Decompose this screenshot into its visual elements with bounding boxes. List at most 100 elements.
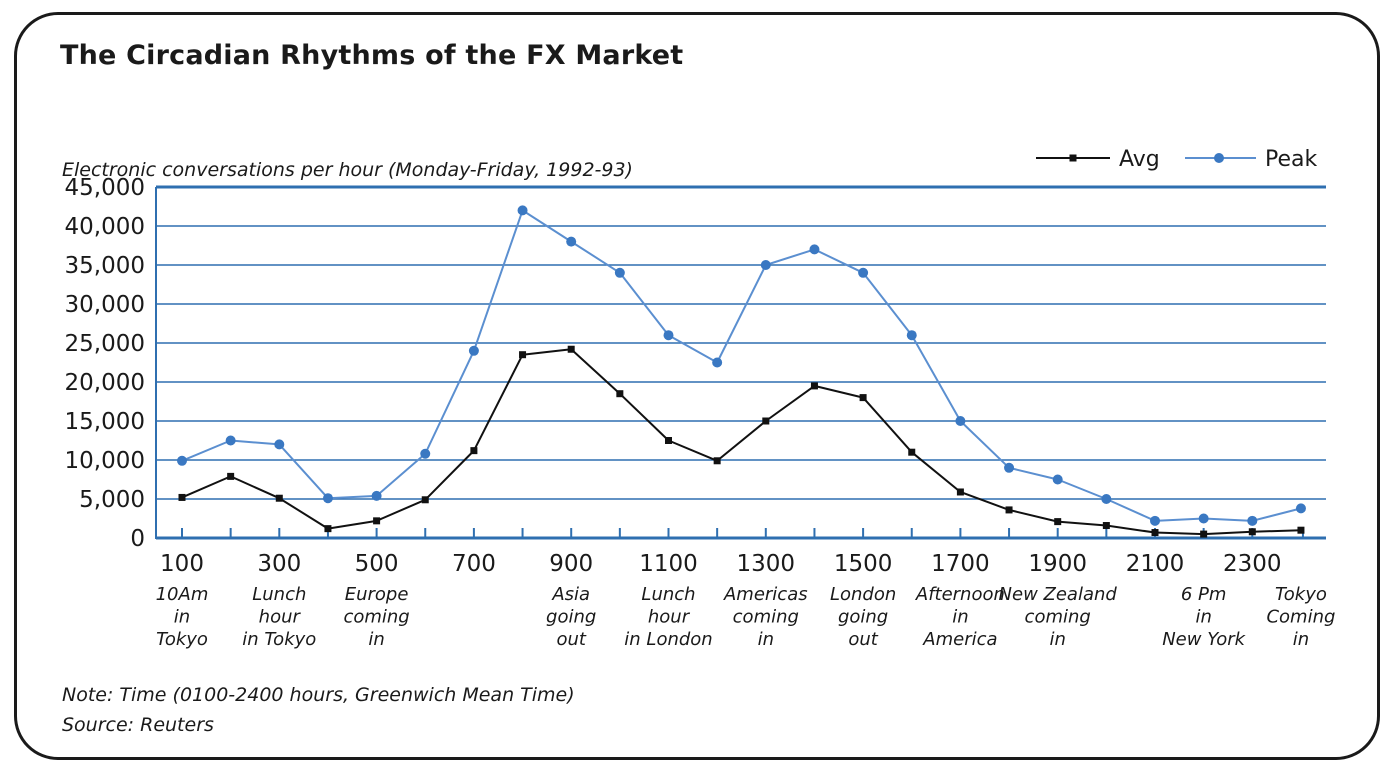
annotation-line: Asia [551, 584, 590, 605]
y-tick-label: 0 [130, 526, 145, 552]
peak-point [177, 455, 187, 466]
x-tick-label: 500 [355, 551, 399, 577]
peak-point [566, 236, 577, 247]
peak-point [614, 267, 625, 278]
annotation-line: in London [624, 629, 712, 650]
peak-point [858, 267, 869, 278]
avg-point [1054, 518, 1062, 526]
series-line-peak [181, 209, 1302, 522]
annotation-line: Tokyo [1275, 584, 1327, 605]
annotation-line: 10Am [156, 584, 209, 605]
legend-marker-peak [1214, 153, 1224, 163]
peak-point [1101, 494, 1112, 504]
peak-point [663, 330, 674, 341]
peak-point [274, 439, 285, 450]
x-tick-labels: 100 300 500 700 900 1100 1300 1500 1700 1900 2100 2… [160, 551, 1282, 577]
annotation-line: in [1195, 607, 1211, 628]
annotation-line: coming [1025, 607, 1091, 628]
x-tick-label: 1500 [834, 551, 893, 577]
annotation-line: Europe [345, 584, 409, 605]
x-tick-label: 1900 [1028, 551, 1087, 577]
annotation-line: Tokyo [156, 629, 208, 650]
annotation-line: Lunch [641, 584, 695, 605]
gridlines [155, 185, 1326, 540]
x-tick-label: 700 [452, 551, 496, 577]
peak-point [371, 490, 382, 501]
avg-point [616, 390, 624, 398]
annotation-line: Afternoon [915, 584, 1005, 605]
annotation-line: in [952, 607, 968, 628]
series-lines [181, 209, 1302, 536]
legend-label-avg: Avg [1119, 147, 1160, 172]
annotation-line: going [838, 607, 888, 628]
annotation-line: in [174, 607, 190, 628]
annotation-line: coming [343, 607, 409, 628]
peak-point [1198, 513, 1209, 524]
annotation-line: in [368, 629, 384, 650]
peak-point [760, 260, 771, 270]
annotation-line: in Tokyo [242, 629, 316, 650]
peak-point [809, 244, 820, 255]
legend-label-peak: Peak [1265, 147, 1317, 172]
y-tick-label: 40,000 [65, 214, 145, 240]
legend-item-peak: Peak [1185, 147, 1317, 172]
x-tick-label: 300 [257, 551, 301, 577]
x-tick-label: 100 [160, 551, 204, 577]
y-tick-label: 35,000 [65, 253, 145, 279]
avg-point [227, 472, 235, 480]
avg-point [421, 496, 429, 504]
legend-item-avg: Avg [1036, 147, 1160, 172]
note-text: Note: Time (0100-2400 hours, Greenwich M… [62, 684, 575, 706]
peak-point [517, 205, 528, 216]
chart-title: The Circadian Rhythms of the FX Market [60, 40, 684, 71]
annotation-line: Lunch [252, 584, 306, 605]
source-text: Source: Reuters [62, 714, 214, 736]
peak-point [712, 357, 723, 368]
x-tick-label: 2300 [1223, 551, 1282, 577]
peak-point [420, 448, 431, 459]
peak-point [468, 345, 479, 356]
y-tick-label: 25,000 [65, 331, 145, 357]
y-tick-label: 45,000 [65, 175, 145, 201]
peak-point [1052, 474, 1063, 485]
peak-point [1247, 515, 1258, 526]
peak-point [1150, 515, 1160, 526]
annotation-line: out [848, 629, 878, 650]
avg-point [810, 382, 818, 390]
avg-point [859, 394, 867, 402]
y-tick-label: 20,000 [65, 370, 145, 396]
series-line-avg [181, 348, 1301, 536]
annotation-line: in [1049, 629, 1065, 650]
avg-point [1151, 529, 1159, 537]
avg-point [956, 488, 964, 496]
avg-point [1297, 526, 1305, 534]
avg-point [519, 351, 527, 359]
avg-point [665, 437, 672, 444]
avg-point [567, 345, 575, 353]
y-tick-label: 10,000 [65, 448, 145, 474]
avg-point [178, 493, 186, 501]
y-tick-label: 15,000 [65, 409, 145, 435]
y-tick-labels: 0 5,000 10,000 15,000 20,000 25,000 30,000 35,0… [65, 175, 145, 552]
peak-point [225, 435, 236, 446]
avg-point [1248, 528, 1256, 536]
avg-point [1200, 530, 1208, 538]
y-tick-label: 30,000 [65, 292, 145, 318]
x-tick-label: 1100 [639, 551, 698, 577]
peak-point [906, 330, 917, 341]
avg-point [275, 494, 283, 502]
peak-point [1295, 503, 1306, 514]
annotation-line: New York [1162, 629, 1246, 650]
avg-point [908, 448, 916, 456]
annotation-line: Coming [1266, 607, 1335, 628]
x-tick-label: 1700 [931, 551, 990, 577]
